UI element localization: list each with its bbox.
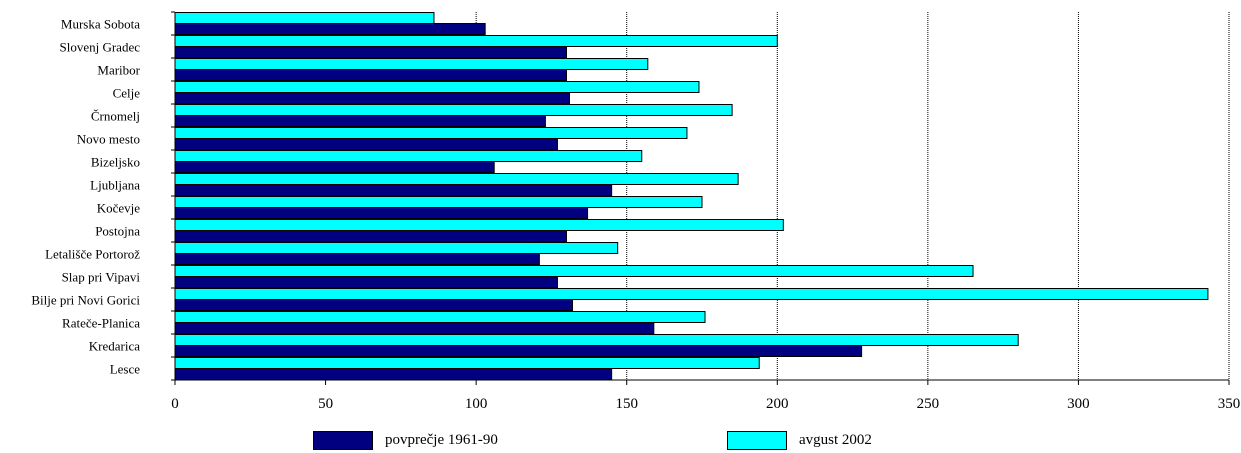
x-tick-label: 0 <box>171 396 179 412</box>
category-label: Postojna <box>95 224 140 239</box>
bar-avgust-14 <box>174 334 1019 346</box>
bar-avgust-13 <box>174 311 706 323</box>
x-tick-label: 300 <box>1067 396 1090 412</box>
x-tick-label: 150 <box>615 396 638 412</box>
bar-avgust-0 <box>174 12 435 24</box>
category-label: Rateče-Planica <box>62 316 140 331</box>
bar-avgust-5 <box>174 127 688 139</box>
category-label: Letališče Portorož <box>45 247 140 262</box>
category-label: Kredarica <box>89 339 140 354</box>
x-tick-label: 50 <box>318 396 333 412</box>
legend-item-avgust: avgust 2002 <box>727 431 872 450</box>
legend-label-avgust: avgust 2002 <box>799 432 872 448</box>
category-label: Črnomelj <box>91 109 140 124</box>
bar-povprecje-12 <box>174 299 574 311</box>
category-label: Maribor <box>97 63 140 78</box>
category-label: Novo mesto <box>77 132 140 147</box>
bar-povprecje-2 <box>174 69 567 81</box>
bar-povprecje-7 <box>174 184 613 196</box>
bar-avgust-2 <box>174 58 649 70</box>
bar-avgust-11 <box>174 265 974 277</box>
x-tick-label: 250 <box>917 396 940 412</box>
category-label: Celje <box>113 86 141 101</box>
bar-povprecje-4 <box>174 115 546 127</box>
bar-povprecje-8 <box>174 207 589 219</box>
legend: povprečje 1961-90 avgust 2002 <box>0 429 1241 453</box>
category-label: Lesce <box>110 362 141 377</box>
bar-avgust-1 <box>174 35 778 47</box>
bar-povprecje-15 <box>174 368 613 380</box>
category-label: Bizeljsko <box>91 155 140 170</box>
bar-povprecje-0 <box>174 23 486 35</box>
bar-povprecje-10 <box>174 253 540 265</box>
bar-avgust-3 <box>174 81 700 93</box>
x-tick-label: 350 <box>1218 396 1241 412</box>
bar-avgust-9 <box>174 219 784 231</box>
category-label: Kočevje <box>97 201 141 216</box>
bar-avgust-4 <box>174 104 733 116</box>
bar-povprecje-6 <box>174 161 495 173</box>
legend-label-povprecje: povprečje 1961-90 <box>385 432 498 448</box>
bar-avgust-6 <box>174 150 643 162</box>
legend-swatch-povprecje <box>313 431 373 450</box>
bar-povprecje-9 <box>174 230 567 242</box>
bar-avgust-7 <box>174 173 739 185</box>
bar-povprecje-13 <box>174 322 655 334</box>
bar-povprecje-5 <box>174 138 558 150</box>
legend-item-povprecje: povprečje 1961-90 <box>313 431 498 450</box>
bar-povprecje-1 <box>174 46 567 58</box>
category-label: Slap pri Vipavi <box>62 270 141 285</box>
category-label: Bilje pri Novi Gorici <box>31 293 140 308</box>
bar-avgust-12 <box>174 288 1209 300</box>
bar-povprecje-11 <box>174 276 558 288</box>
x-tick-label: 200 <box>766 396 789 412</box>
category-label: Ljubljana <box>90 178 140 193</box>
category-label: Murska Sobota <box>61 17 140 32</box>
category-label: Slovenj Gradec <box>59 40 140 55</box>
bar-povprecje-3 <box>174 92 570 104</box>
x-tick-label: 100 <box>465 396 488 412</box>
bar-avgust-8 <box>174 196 703 208</box>
bar-povprecje-14 <box>174 345 863 357</box>
bar-avgust-15 <box>174 357 760 369</box>
bar-chart: Murska Sobota Slovenj Gradec Maribor Celje Č… <box>31 11 1241 412</box>
legend-swatch-avgust <box>727 431 787 450</box>
bar-avgust-10 <box>174 242 619 254</box>
